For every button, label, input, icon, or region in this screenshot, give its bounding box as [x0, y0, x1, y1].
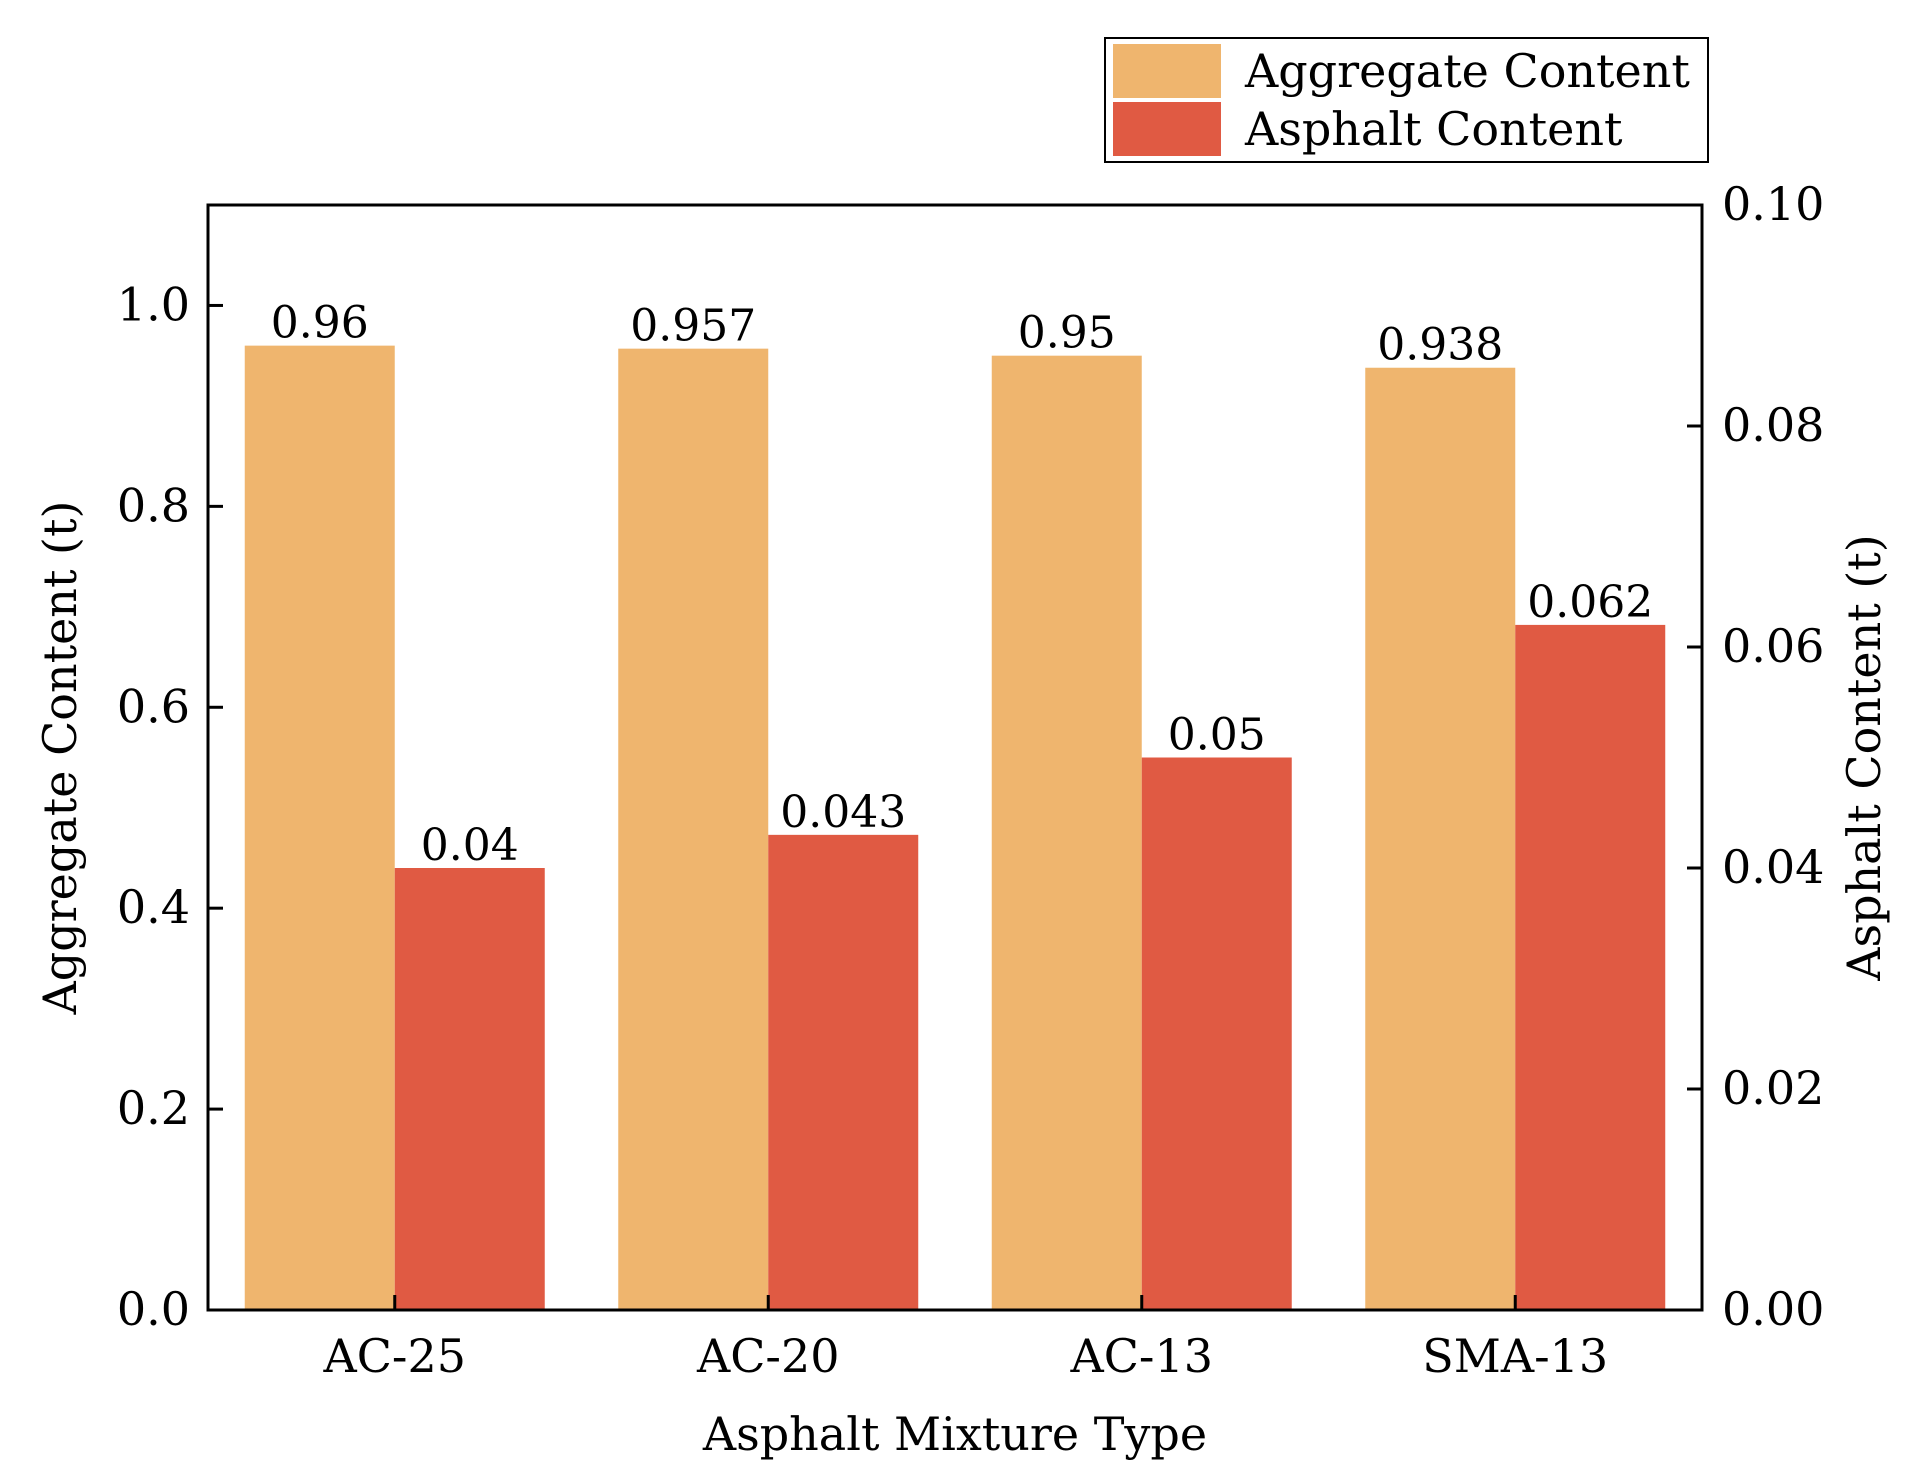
bar-aggregate-sma-13 — [1365, 367, 1516, 1311]
x-axis-title: Asphalt Mixture Type — [702, 1407, 1207, 1461]
y-right-tick-label-2: 0.04 — [1722, 840, 1824, 894]
data-label-aggregate-sma-13: 0.938 — [1377, 320, 1503, 371]
data-label-aggregate-ac-25: 0.96 — [271, 298, 369, 349]
legend-label-asphalt: Asphalt Content — [1244, 102, 1623, 156]
bar-asphalt-ac-20 — [768, 834, 919, 1310]
y-right-tick-label-1: 0.02 — [1722, 1061, 1824, 1115]
y-left-tick-label-3: 0.6 — [117, 679, 190, 733]
legend-swatch-aggregate — [1113, 44, 1221, 98]
y-right-tick-label-3: 0.06 — [1722, 619, 1824, 673]
bar-aggregate-ac-13 — [991, 355, 1142, 1310]
x-tick-label-ac-25: AC-25 — [323, 1329, 467, 1383]
y-right-tick-label-0: 0.00 — [1722, 1282, 1824, 1336]
y-axis-right-title: Asphalt Content (t) — [1837, 534, 1891, 981]
plot-area-frame — [206, 203, 1704, 1312]
y-left-tick-label-2: 0.4 — [117, 880, 190, 934]
y-left-tick-label-0: 0.0 — [117, 1282, 190, 1336]
x-tick-label-ac-20: AC-20 — [696, 1329, 840, 1383]
legend-label-aggregate: Aggregate Content — [1244, 44, 1690, 98]
x-tick-label-sma-13: SMA-13 — [1422, 1329, 1608, 1383]
x-tick-label-ac-13: AC-13 — [1070, 1329, 1214, 1383]
data-label-asphalt-sma-13: 0.062 — [1527, 577, 1653, 628]
data-label-asphalt-ac-25: 0.04 — [421, 820, 519, 871]
bars-layer — [244, 345, 1666, 1311]
bar-asphalt-ac-13 — [1141, 757, 1292, 1310]
bar-asphalt-sma-13 — [1515, 624, 1666, 1310]
bar-aggregate-ac-20 — [618, 348, 769, 1310]
y-right-tick-label-4: 0.08 — [1722, 398, 1824, 452]
y-left-tick-label-4: 0.8 — [117, 478, 190, 532]
y-axis-left-title: Aggregate Content (t) — [33, 501, 87, 1016]
data-labels-layer: 0.96 0.04 0.957 0.043 0.95 0.05 0.938 0.062 — [271, 298, 1653, 871]
ticks-layer: AC-25 AC-20 AC-13 SMA-13 0.0 0.2 0.4 0.6 0.8 1.0 0… — [117, 177, 1825, 1383]
data-label-aggregate-ac-13: 0.95 — [1018, 308, 1116, 359]
data-label-asphalt-ac-13: 0.05 — [1168, 710, 1266, 761]
bar-aggregate-ac-25 — [244, 345, 395, 1310]
legend: Aggregate Content Asphalt Content — [1104, 37, 1709, 163]
y-left-tick-label-1: 0.2 — [117, 1081, 190, 1135]
y-left-tick-label-5: 1.0 — [117, 277, 190, 331]
bar-asphalt-ac-25 — [394, 868, 545, 1310]
legend-swatch-asphalt — [1113, 102, 1221, 156]
data-label-asphalt-ac-20: 0.043 — [780, 787, 906, 838]
y-right-tick-label-5: 0.10 — [1722, 177, 1824, 231]
data-label-aggregate-ac-20: 0.957 — [630, 301, 756, 352]
